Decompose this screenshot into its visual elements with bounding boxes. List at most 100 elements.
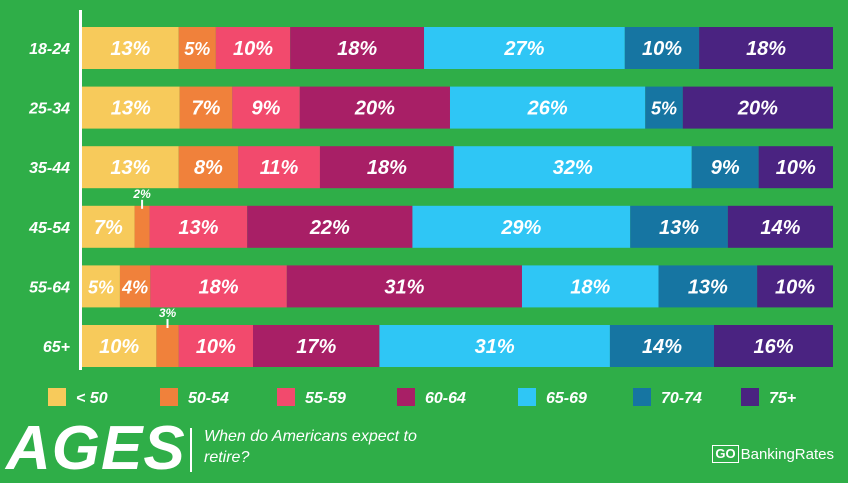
data-label: 18% <box>199 276 239 298</box>
legend-swatch <box>277 388 295 406</box>
data-label: 13% <box>110 157 150 179</box>
bar-segment <box>609 325 715 367</box>
data-label: 17% <box>296 336 336 358</box>
data-label: 31% <box>475 336 515 358</box>
category-label: 55-64 <box>29 279 70 296</box>
bar-segment <box>253 325 380 367</box>
legend-swatch <box>741 388 759 406</box>
bar-segment <box>178 27 216 69</box>
data-label: 4% <box>121 277 148 297</box>
data-label: 31% <box>384 276 424 298</box>
category-label: 45-54 <box>28 220 70 237</box>
label-leader <box>141 199 144 209</box>
bar-segment <box>290 27 425 69</box>
data-label: 5% <box>184 39 210 59</box>
legend-swatch <box>518 388 536 406</box>
data-label: 29% <box>500 217 541 239</box>
bar-segment <box>757 265 833 308</box>
legend-label: 70-74 <box>661 390 702 407</box>
data-label: 10% <box>196 336 236 358</box>
bar-segment <box>699 27 833 69</box>
data-label: 13% <box>178 217 218 239</box>
data-label: 18% <box>746 38 786 60</box>
data-label: 13% <box>111 98 151 120</box>
bar-segment <box>82 86 180 129</box>
data-label: 20% <box>737 98 778 120</box>
data-label: 3% <box>159 306 177 320</box>
label-leader <box>166 319 169 328</box>
bar-segment <box>82 265 120 308</box>
bar-segment <box>238 146 320 189</box>
legend-label: < 50 <box>76 390 108 407</box>
bar-segment <box>215 27 291 69</box>
bar-segment <box>758 146 833 189</box>
legend-swatch <box>160 388 178 406</box>
bar-segment <box>682 86 833 129</box>
stacked-bar-chart: 18-24 13% 5% 10% 18% 27% 10% 18% 25-34 13% 7% 9% 20%… <box>28 10 833 407</box>
brand-name: BankingRates <box>740 445 834 463</box>
data-label: 13% <box>688 276 728 298</box>
bar-segment <box>156 325 179 367</box>
bar-segment <box>119 265 151 308</box>
bar-segment <box>178 325 254 367</box>
bar-segment <box>624 27 700 69</box>
legend-label: 55-59 <box>305 390 346 407</box>
data-label: 18% <box>570 276 610 298</box>
data-label: 10% <box>775 276 815 298</box>
bar-segment <box>412 205 631 248</box>
bar-segment <box>691 146 759 189</box>
data-label: 20% <box>354 98 395 120</box>
title-divider <box>190 428 192 472</box>
data-label: 26% <box>527 98 568 120</box>
bar-segment <box>299 86 450 129</box>
bar-segment <box>82 325 157 367</box>
data-label: 10% <box>776 157 816 179</box>
legend-swatch <box>397 388 415 406</box>
data-label: 5% <box>88 277 114 297</box>
legend-swatch <box>48 388 66 406</box>
data-label: 7% <box>94 217 123 239</box>
data-label: 14% <box>760 217 800 239</box>
bar-segment <box>319 146 454 189</box>
data-label: 2% <box>132 187 151 201</box>
data-label: 5% <box>651 99 677 119</box>
category-label: 65+ <box>43 339 70 356</box>
legend-label: 75+ <box>769 390 796 407</box>
data-label: 13% <box>659 217 699 239</box>
legend-label: 50-54 <box>188 390 229 407</box>
gobankingrates-logo: GO BankingRates <box>712 444 834 464</box>
data-label: 18% <box>367 157 407 179</box>
bar-segment <box>178 146 239 189</box>
legend-label: 60-64 <box>425 390 466 407</box>
bar-segment <box>379 325 610 367</box>
bar-segment <box>424 27 625 69</box>
bar-segment <box>232 86 300 129</box>
data-label: 8% <box>194 157 223 179</box>
data-label: 9% <box>711 157 740 179</box>
bar-segment <box>727 205 833 248</box>
data-label: 9% <box>252 98 281 120</box>
y-axis-line <box>79 10 82 370</box>
bar-segment <box>453 146 692 189</box>
category-label: 35-44 <box>29 160 70 177</box>
data-label: 16% <box>753 336 793 358</box>
data-label: 18% <box>337 38 377 60</box>
brand-go: GO <box>712 445 739 463</box>
bar-segment <box>150 265 287 308</box>
bar-segment <box>449 86 646 129</box>
category-label: 18-24 <box>29 41 70 58</box>
bar-segment <box>714 325 833 367</box>
chart-title: AGES <box>6 414 186 483</box>
bar-segment <box>82 146 179 189</box>
data-label: 7% <box>191 98 220 120</box>
category-label: 25-34 <box>28 101 70 118</box>
chart-subtitle: When do Americans expect to retire? <box>204 428 417 466</box>
data-label: 27% <box>503 38 544 60</box>
data-label: 10% <box>99 336 139 358</box>
data-label: 10% <box>233 38 273 60</box>
bar-segment <box>134 205 150 248</box>
bar-segment <box>247 205 413 248</box>
bar-segment <box>149 205 248 248</box>
legend-label: 65-69 <box>546 390 587 407</box>
bar-segment <box>658 265 758 308</box>
